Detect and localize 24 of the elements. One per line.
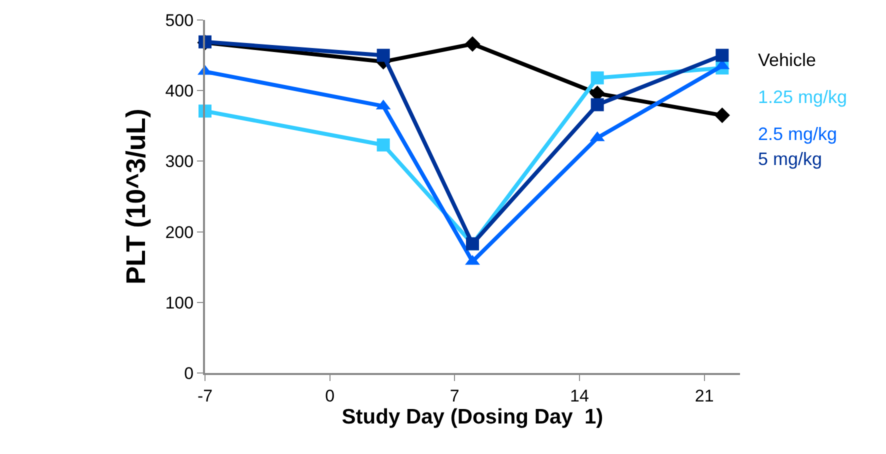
series-label: 1.25 mg/kg bbox=[758, 87, 848, 107]
point bbox=[590, 98, 604, 112]
x-tick-label: 14 bbox=[570, 386, 589, 406]
y-tick-label: 100 bbox=[165, 293, 194, 312]
x-tick-label: 7 bbox=[450, 386, 460, 406]
y-tick-label: 500 bbox=[165, 10, 194, 30]
y-tick-label: 0 bbox=[184, 364, 194, 383]
y-tick-label: 200 bbox=[165, 222, 194, 242]
y-axis-title: PLT (10^3/uL) bbox=[120, 108, 151, 284]
point bbox=[590, 71, 604, 84]
point bbox=[376, 138, 390, 152]
x-tick-label: -7 bbox=[197, 386, 213, 406]
text: 5 mg/kg bbox=[758, 149, 822, 169]
point bbox=[376, 48, 390, 62]
x-axis-title: Study Day (Dosing Day 1) bbox=[342, 405, 604, 428]
x-tick-label: 0 bbox=[325, 386, 335, 406]
point bbox=[464, 36, 480, 52]
point bbox=[714, 108, 730, 124]
y-tick-label: 300 bbox=[165, 152, 194, 172]
text: 2.5 mg/kg bbox=[758, 124, 838, 144]
point bbox=[716, 48, 729, 62]
x-tick-label: 21 bbox=[694, 386, 714, 406]
y-tick-label: 400 bbox=[165, 82, 194, 101]
text: Vehicle bbox=[758, 50, 816, 70]
